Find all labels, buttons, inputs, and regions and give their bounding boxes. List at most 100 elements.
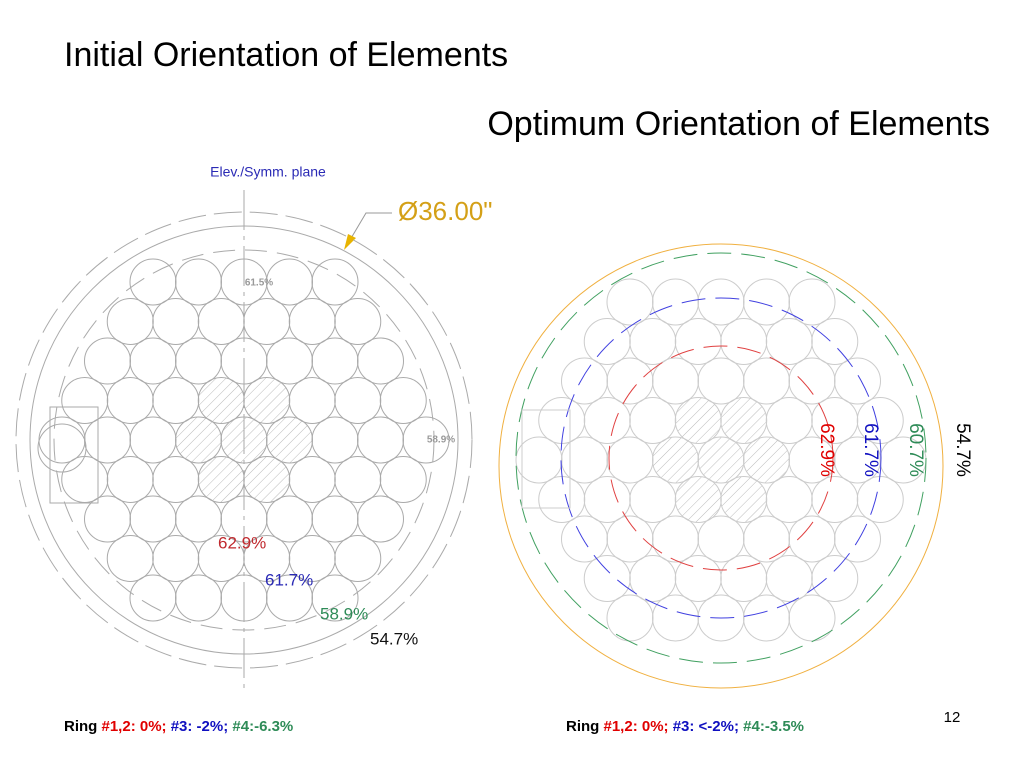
right-caption: Ring #1,2: 0%; #3: <-2%; #4:-3.5% <box>566 718 804 735</box>
element <box>129 337 177 385</box>
element <box>674 555 722 602</box>
ring-label: 61.7% <box>860 423 881 477</box>
element <box>788 278 836 326</box>
element <box>357 337 404 385</box>
element <box>652 436 699 484</box>
element <box>720 397 768 444</box>
element <box>834 515 881 563</box>
element <box>129 574 177 622</box>
left-title: Initial Orientation of Elements <box>64 36 508 74</box>
element <box>106 535 154 582</box>
element <box>266 337 313 385</box>
element <box>720 318 768 365</box>
right-title: Optimum Orientation of Elements <box>487 105 990 143</box>
element <box>152 298 200 345</box>
element <box>561 357 608 405</box>
element <box>765 397 813 444</box>
arrow <box>344 234 356 250</box>
element <box>765 318 813 365</box>
element <box>402 416 450 464</box>
ring-label: 58.9% <box>320 604 368 623</box>
element <box>84 416 131 464</box>
caption-part: #4:-6.3% <box>232 718 293 735</box>
ring-label: 54.7% <box>370 629 418 648</box>
element <box>266 416 313 464</box>
element <box>697 357 745 405</box>
left-caption: Ring #1,2: 0%; #3: -2%; #4:-6.3% <box>64 718 293 735</box>
element <box>561 515 608 563</box>
element <box>311 574 359 622</box>
leader <box>349 212 392 241</box>
element <box>720 555 768 602</box>
element <box>129 495 177 543</box>
diameter-label: Ø36.00" <box>398 196 493 226</box>
element <box>811 476 859 523</box>
element <box>334 456 382 503</box>
element <box>765 555 813 602</box>
element <box>743 594 790 642</box>
element <box>175 258 222 306</box>
element <box>538 397 586 444</box>
element <box>288 456 336 503</box>
element <box>106 377 154 424</box>
element <box>243 298 291 345</box>
element <box>129 416 177 464</box>
outer-ring <box>498 243 944 689</box>
element <box>334 377 382 424</box>
element <box>606 357 654 405</box>
element <box>788 357 836 405</box>
side-box <box>49 406 99 504</box>
element <box>697 515 745 563</box>
element <box>61 456 109 503</box>
element <box>197 298 245 345</box>
element <box>743 278 790 326</box>
element <box>357 416 404 464</box>
element <box>629 397 677 444</box>
small-label: 61.5% <box>245 278 273 289</box>
element <box>515 436 563 484</box>
right-drawing <box>498 243 944 689</box>
element <box>856 476 904 523</box>
element <box>629 555 677 602</box>
ring <box>560 297 882 619</box>
element <box>720 476 768 523</box>
caption-part: Ring <box>566 718 604 735</box>
element <box>243 377 291 424</box>
element <box>652 515 699 563</box>
element <box>334 535 382 582</box>
element <box>379 377 427 424</box>
element <box>84 337 131 385</box>
element <box>652 594 699 642</box>
element <box>583 318 631 365</box>
ring-label: 62.9% <box>816 423 837 477</box>
element <box>106 456 154 503</box>
element <box>357 495 404 543</box>
element <box>583 555 631 602</box>
small-label: 58.9% <box>427 435 455 446</box>
element <box>606 436 654 484</box>
caption-part: #1,2: 0%; <box>102 718 171 735</box>
outer-ring <box>29 225 459 655</box>
ring-label: 62.9% <box>218 533 266 552</box>
element <box>311 258 359 306</box>
element <box>311 337 359 385</box>
element <box>266 495 313 543</box>
ring-label: 60.7% <box>905 423 926 477</box>
element <box>788 594 836 642</box>
ring <box>515 252 927 664</box>
element <box>197 456 245 503</box>
element <box>175 337 222 385</box>
element <box>175 495 222 543</box>
plane-label: Elev./Symm. plane <box>210 164 326 180</box>
element <box>583 476 631 523</box>
element <box>606 278 654 326</box>
element <box>652 278 699 326</box>
caption-part: Ring <box>64 718 102 735</box>
element <box>106 298 154 345</box>
element <box>311 416 359 464</box>
left-drawing <box>15 211 473 669</box>
element <box>697 278 745 326</box>
element <box>583 397 631 444</box>
element <box>288 377 336 424</box>
